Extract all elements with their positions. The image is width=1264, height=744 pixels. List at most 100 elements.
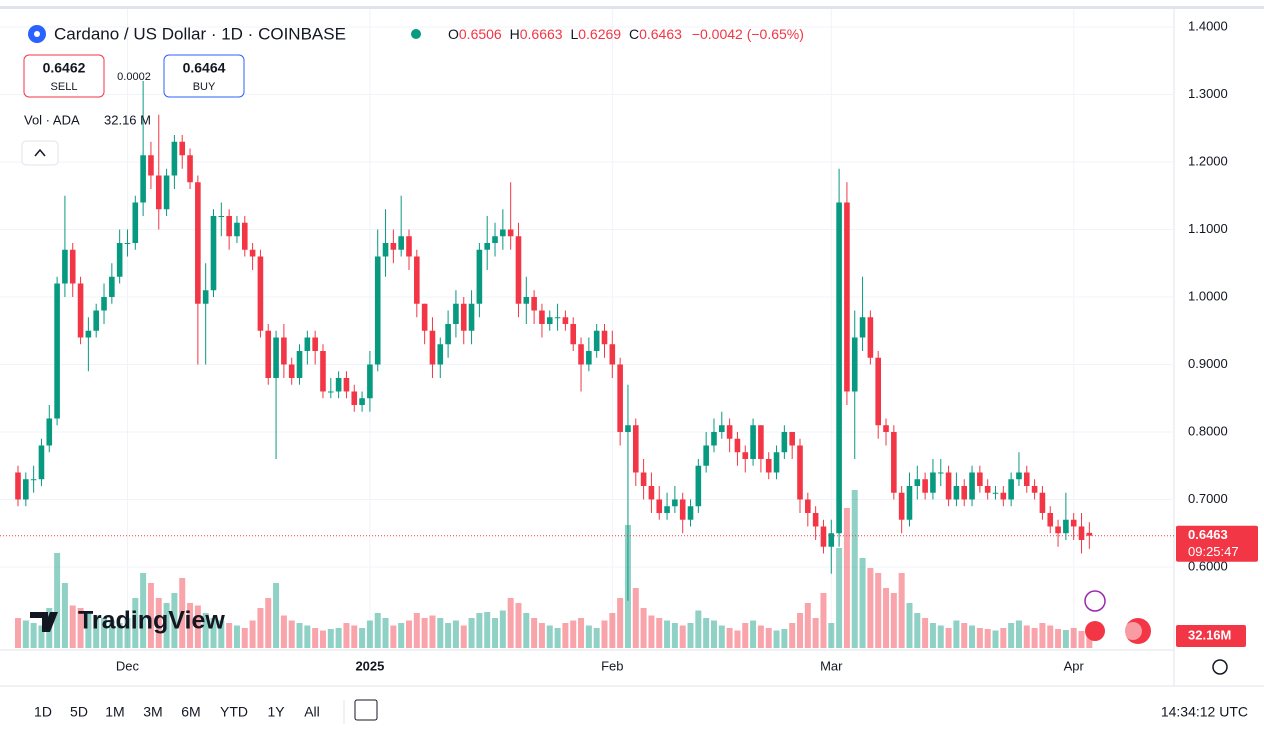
candle-body (218, 215, 225, 217)
x-tick-label: Dec (116, 658, 140, 673)
candle-body (500, 229, 506, 237)
volume-bar (273, 583, 280, 648)
volume-bar (233, 625, 240, 648)
y-tick-label: 1.2000 (1188, 153, 1228, 168)
volume-bar (789, 623, 796, 648)
volume-bar (93, 615, 100, 648)
candle-body (163, 175, 170, 210)
candle-body (453, 303, 459, 324)
volume-bar (843, 508, 850, 648)
candle-body (1008, 479, 1014, 500)
candle-body (601, 330, 608, 345)
volume-bar (351, 625, 358, 648)
market-status[interactable] (411, 29, 421, 39)
volume-bar (226, 623, 233, 648)
candle-body (546, 317, 553, 324)
candle-body (617, 364, 623, 432)
volume-bar (671, 623, 678, 648)
candle-body (687, 506, 694, 520)
candle-body (1023, 472, 1030, 486)
candle-body (836, 202, 842, 534)
range-button[interactable]: All (304, 704, 320, 720)
candles (15, 81, 1093, 601)
range-button[interactable]: 6M (181, 704, 200, 720)
volume-bar (601, 620, 608, 648)
candle-body (930, 472, 936, 493)
x-tick-label: Apr (1064, 658, 1085, 673)
volume-bar (390, 625, 397, 648)
volume-bar (578, 618, 585, 648)
volume-bar (327, 629, 334, 648)
candle-body (320, 350, 326, 392)
candle-body (656, 499, 663, 513)
range-button[interactable]: 5D (70, 704, 88, 720)
y-tick-label: 1.0000 (1188, 288, 1228, 303)
volume-bar (22, 620, 29, 648)
ohlc-value: 0.6463 (639, 26, 682, 42)
volume-bar (812, 618, 819, 648)
volume-bar (257, 608, 264, 648)
date-range-icon[interactable] (354, 699, 378, 721)
candle-body (805, 499, 811, 513)
candle-body (625, 425, 631, 432)
candle-body (296, 350, 303, 378)
candle-body (492, 236, 498, 243)
events-icon[interactable] (1084, 590, 1106, 612)
candle-body (875, 357, 881, 426)
volume-bar (202, 613, 209, 648)
candle-body (593, 330, 600, 351)
volume-bar (124, 618, 131, 648)
brand-name: TradingView (78, 607, 225, 635)
collapse-button[interactable] (21, 140, 59, 166)
ohlc-label: H (510, 26, 520, 42)
volume-bar (781, 629, 788, 648)
volume-bar (945, 628, 952, 648)
volume-bar (1008, 623, 1015, 648)
candle-body (328, 391, 334, 393)
volume-bar (531, 618, 538, 648)
range-button[interactable]: 1Y (267, 704, 285, 720)
candle-body (77, 283, 84, 338)
candle-body (38, 445, 45, 480)
candle-body (984, 485, 991, 493)
volume-bar (1062, 630, 1069, 648)
candle-body (531, 296, 537, 311)
range-button[interactable]: 1D (34, 704, 52, 720)
volume-bar (937, 625, 944, 648)
candle-body (797, 445, 803, 500)
candle-body (124, 242, 131, 244)
candle-body (187, 155, 193, 183)
y-tick-label: 0.9000 (1188, 356, 1228, 371)
range-button[interactable]: 3M (143, 704, 162, 720)
range-button[interactable]: 1M (105, 704, 124, 720)
clock[interactable]: 14:34:12 UTC (1161, 704, 1248, 720)
volume-bar (992, 630, 999, 648)
volume-bar (1086, 631, 1093, 648)
event-flag[interactable] (1085, 621, 1105, 641)
volume-bar (343, 623, 350, 648)
y-tick-label: 0.6000 (1188, 558, 1228, 573)
candle-body (288, 364, 295, 378)
overlay: Cardano / US Dollar · 1D · COINBASE O0.6… (0, 24, 1258, 724)
buy-button[interactable] (163, 54, 245, 98)
candle-body (726, 425, 733, 439)
candle-body (898, 492, 905, 520)
settings-icon[interactable] (1212, 659, 1228, 675)
volume-bar (1039, 623, 1046, 648)
candle-body (828, 533, 835, 547)
sell-button[interactable] (23, 54, 105, 98)
range-button[interactable]: YTD (220, 704, 248, 720)
candle-body (648, 485, 655, 500)
ohlc-value: 0.6269 (578, 26, 621, 42)
candle-body (570, 323, 577, 345)
volume-bar (984, 629, 991, 648)
symbol-title[interactable]: Cardano / US Dollar · 1D · COINBASE (54, 24, 346, 43)
x-tick-label: Mar (820, 658, 843, 673)
candle-body (15, 472, 21, 500)
y-tick-label: 0.7000 (1188, 491, 1228, 506)
volume-value: 32.16 M (104, 112, 151, 127)
buy-price: 0.6464 (183, 60, 226, 76)
volume-bar (132, 598, 139, 648)
volume-tag (1176, 625, 1246, 647)
volume-bar (1023, 625, 1030, 648)
